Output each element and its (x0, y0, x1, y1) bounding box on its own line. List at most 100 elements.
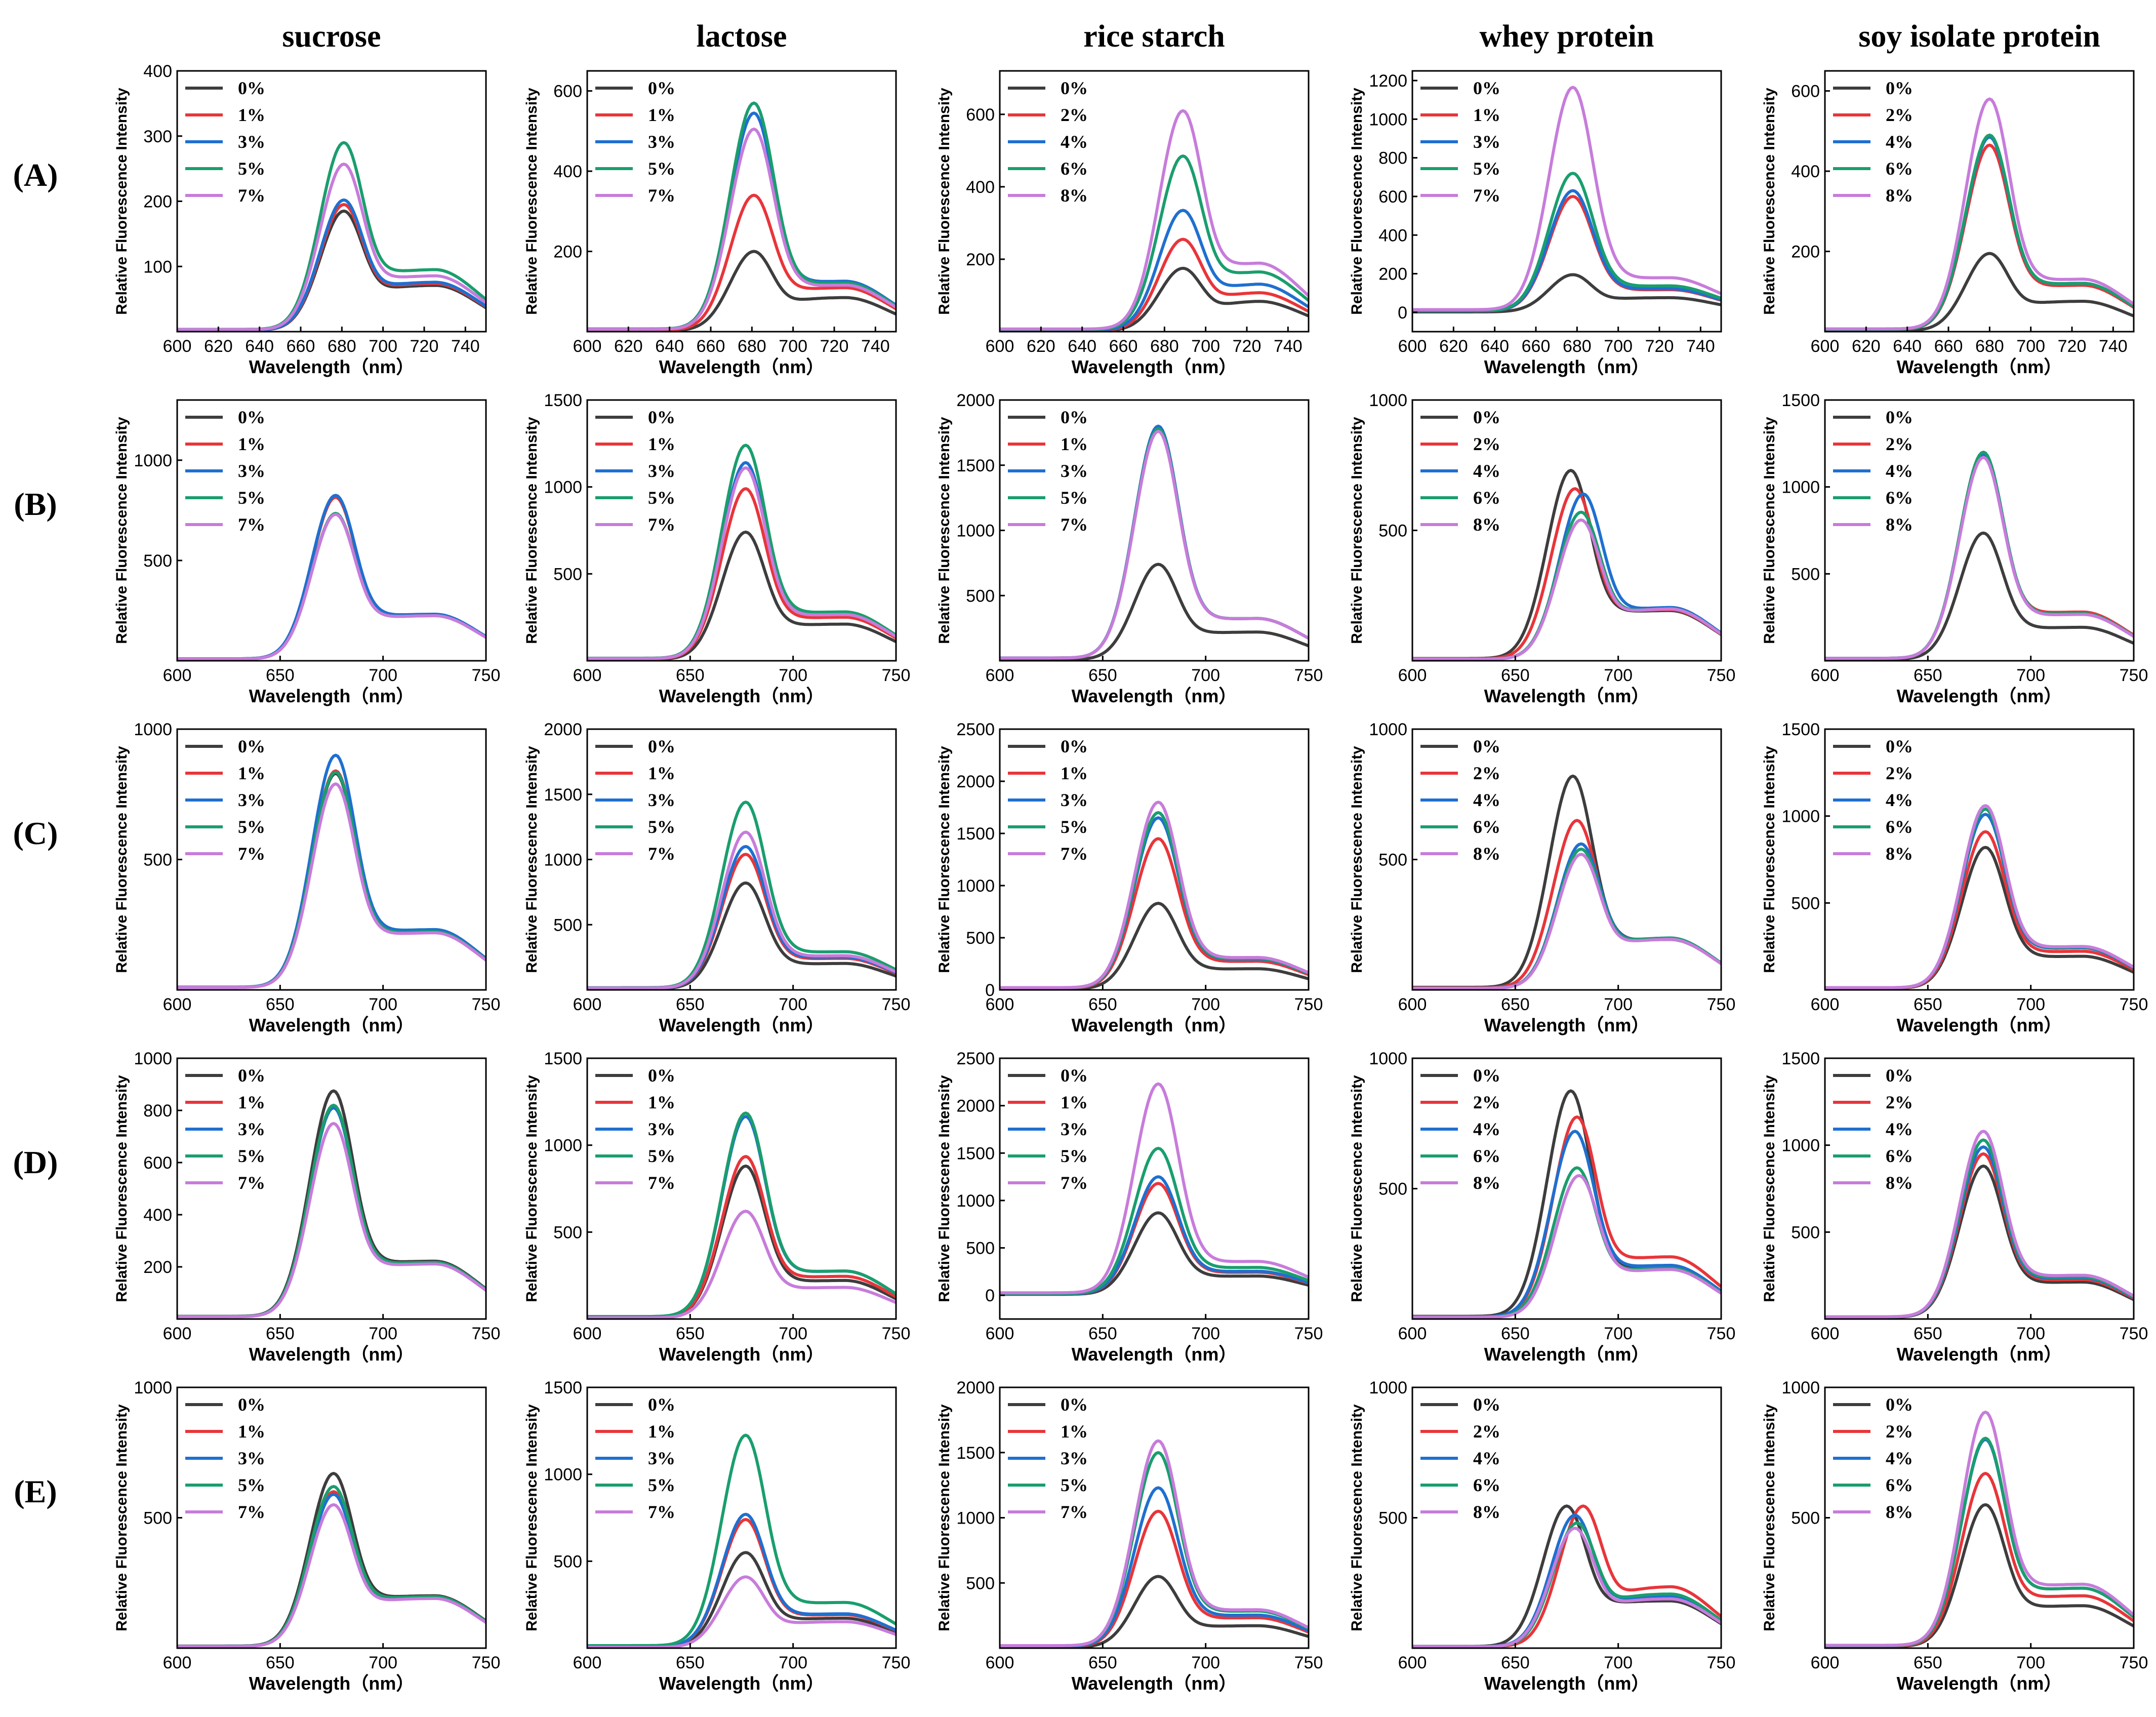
x-tick-label: 740 (861, 337, 890, 356)
legend-label: 4% (1886, 790, 1913, 810)
y-axis-label: Relative Fluorescence Intensity (1349, 417, 1365, 644)
x-axis-label: Wavelength（nm） (1484, 686, 1650, 706)
x-tick-label: 720 (2058, 337, 2087, 356)
panel-e-lactose: 600 650 700 750 500 1000 1500 Wavelength（nm） Rel… (523, 1378, 910, 1694)
legend-label: 5% (238, 1146, 265, 1166)
legend-label: 0% (1886, 407, 1913, 427)
y-tick-label: 1000 (956, 1191, 995, 1211)
plot-frame (586, 70, 897, 333)
legend-label: 3% (648, 461, 675, 481)
legend-label: 7% (648, 1502, 675, 1522)
y-tick-label: 1000 (1369, 391, 1407, 410)
legend-label: 2% (1473, 1421, 1500, 1442)
y-tick-label: 1000 (544, 851, 582, 870)
series-line-8 (1825, 1410, 2134, 1647)
y-tick-label: 0 (985, 1286, 995, 1305)
legend-label: 7% (1061, 514, 1088, 535)
legend-label: 8% (1473, 1173, 1500, 1193)
plot-frame (586, 399, 897, 662)
legend-label: 8% (1473, 1502, 1500, 1522)
series-group (1412, 1089, 1721, 1319)
legend-label: 1% (648, 434, 675, 454)
legend-label: 8% (1886, 844, 1913, 864)
x-tick-label: 750 (1707, 995, 1736, 1014)
y-tick-label: 1000 (134, 1049, 172, 1068)
legend: 0% 2% 4% 6% 8% (1420, 1394, 1500, 1522)
x-tick-label: 660 (1109, 337, 1138, 356)
y-tick-label: 1000 (956, 1509, 995, 1528)
series-group (1825, 1130, 2134, 1319)
x-tick-label: 650 (1914, 995, 1942, 1014)
plot-frame (999, 70, 1310, 333)
panel-a-sucrose: 600 620 640 660 680 700 720 740 100 200 300 400 Wave… (113, 62, 487, 377)
y-tick-label: 1000 (1781, 1378, 1820, 1397)
legend-label: 5% (648, 1475, 675, 1495)
x-tick-label: 640 (1068, 337, 1096, 356)
x-tick-label: 750 (1707, 1653, 1736, 1672)
y-axis-label: Relative Fluorescence Intensity (113, 1404, 130, 1631)
x-tick-label: 650 (1914, 666, 1942, 685)
x-tick-label: 750 (882, 995, 911, 1014)
x-tick-label: 650 (676, 1324, 705, 1343)
y-tick-label: 800 (143, 1101, 172, 1121)
x-tick-label: 650 (1914, 1653, 1942, 1672)
legend-label: 7% (648, 844, 675, 864)
x-tick-label: 720 (1233, 337, 1262, 356)
x-tick-label: 620 (1439, 337, 1468, 356)
column-title-lactose: lactose (696, 19, 787, 54)
x-tick-label: 660 (1934, 337, 1963, 356)
y-tick-label: 2000 (544, 720, 582, 739)
x-axis-label: Wavelength（nm） (249, 686, 415, 706)
series-line-8 (1825, 456, 2134, 660)
y-axis-label: Relative Fluorescence Intensity (1761, 1404, 1778, 1631)
y-tick-label: 1000 (134, 451, 172, 470)
legend-label: 5% (648, 488, 675, 508)
legend-label: 7% (238, 514, 265, 535)
x-tick-label: 650 (1088, 1653, 1117, 1672)
x-tick-label: 750 (2120, 995, 2148, 1014)
x-tick-label: 700 (2016, 337, 2045, 356)
y-tick-label: 500 (966, 929, 995, 948)
y-tick-label: 1000 (1781, 807, 1820, 826)
x-tick-label: 700 (369, 1653, 397, 1672)
y-tick-label: 1000 (1369, 110, 1407, 129)
legend: 0% 2% 4% 6% 8% (1833, 1394, 1913, 1522)
legend-label: 8% (1886, 1173, 1913, 1193)
legend-label: 8% (1061, 185, 1088, 206)
series-group (177, 141, 486, 332)
legend-label: 6% (1473, 488, 1500, 508)
x-tick-label: 600 (1811, 337, 1840, 356)
row-label-c: (C) (13, 815, 58, 851)
x-tick-label: 650 (266, 1653, 295, 1672)
x-tick-label: 650 (676, 666, 705, 685)
series-line-7 (587, 466, 896, 660)
x-tick-label: 700 (1191, 995, 1220, 1014)
x-axis-label: Wavelength（nm） (1484, 356, 1650, 377)
y-axis-label: Relative Fluorescence Intensity (1349, 88, 1365, 315)
y-tick-label: 1500 (544, 1049, 582, 1068)
legend-label: 1% (1473, 105, 1500, 125)
x-axis-label: Wavelength（nm） (1897, 1344, 2062, 1365)
y-axis-label: Relative Fluorescence Intensity (1349, 1075, 1365, 1302)
plot-frame (176, 1057, 487, 1320)
y-axis-label: Relative Fluorescence Intensity (936, 88, 953, 315)
y-tick-label: 1000 (1781, 478, 1820, 497)
y-tick-label: 400 (1791, 162, 1820, 181)
x-tick-label: 750 (472, 995, 501, 1014)
y-axis-label: Relative Fluorescence Intensity (1761, 88, 1778, 315)
y-axis-label: Relative Fluorescence Intensity (936, 417, 953, 644)
y-tick-label: 400 (966, 178, 995, 197)
y-axis-label: Relative Fluorescence Intensity (523, 417, 540, 644)
column-title-sucrose: sucrose (282, 19, 381, 54)
panel-b-whey-protein: 600 650 700 750 500 1000 Wavelength（nm） Relativ… (1349, 391, 1735, 706)
x-tick-label: 700 (2016, 1324, 2045, 1343)
panel-a-rice-starch: 600 620 640 660 680 700 720 740 200 400 600 Wavelen… (936, 70, 1310, 377)
y-tick-label: 1000 (544, 1136, 582, 1155)
y-tick-label: 2500 (956, 720, 995, 739)
x-tick-label: 750 (1294, 1324, 1323, 1343)
legend-label: 2% (1473, 434, 1500, 454)
y-tick-label: 2000 (956, 772, 995, 791)
legend-label: 6% (1473, 1475, 1500, 1495)
legend-label: 5% (648, 817, 675, 837)
legend-label: 3% (1061, 1119, 1088, 1139)
